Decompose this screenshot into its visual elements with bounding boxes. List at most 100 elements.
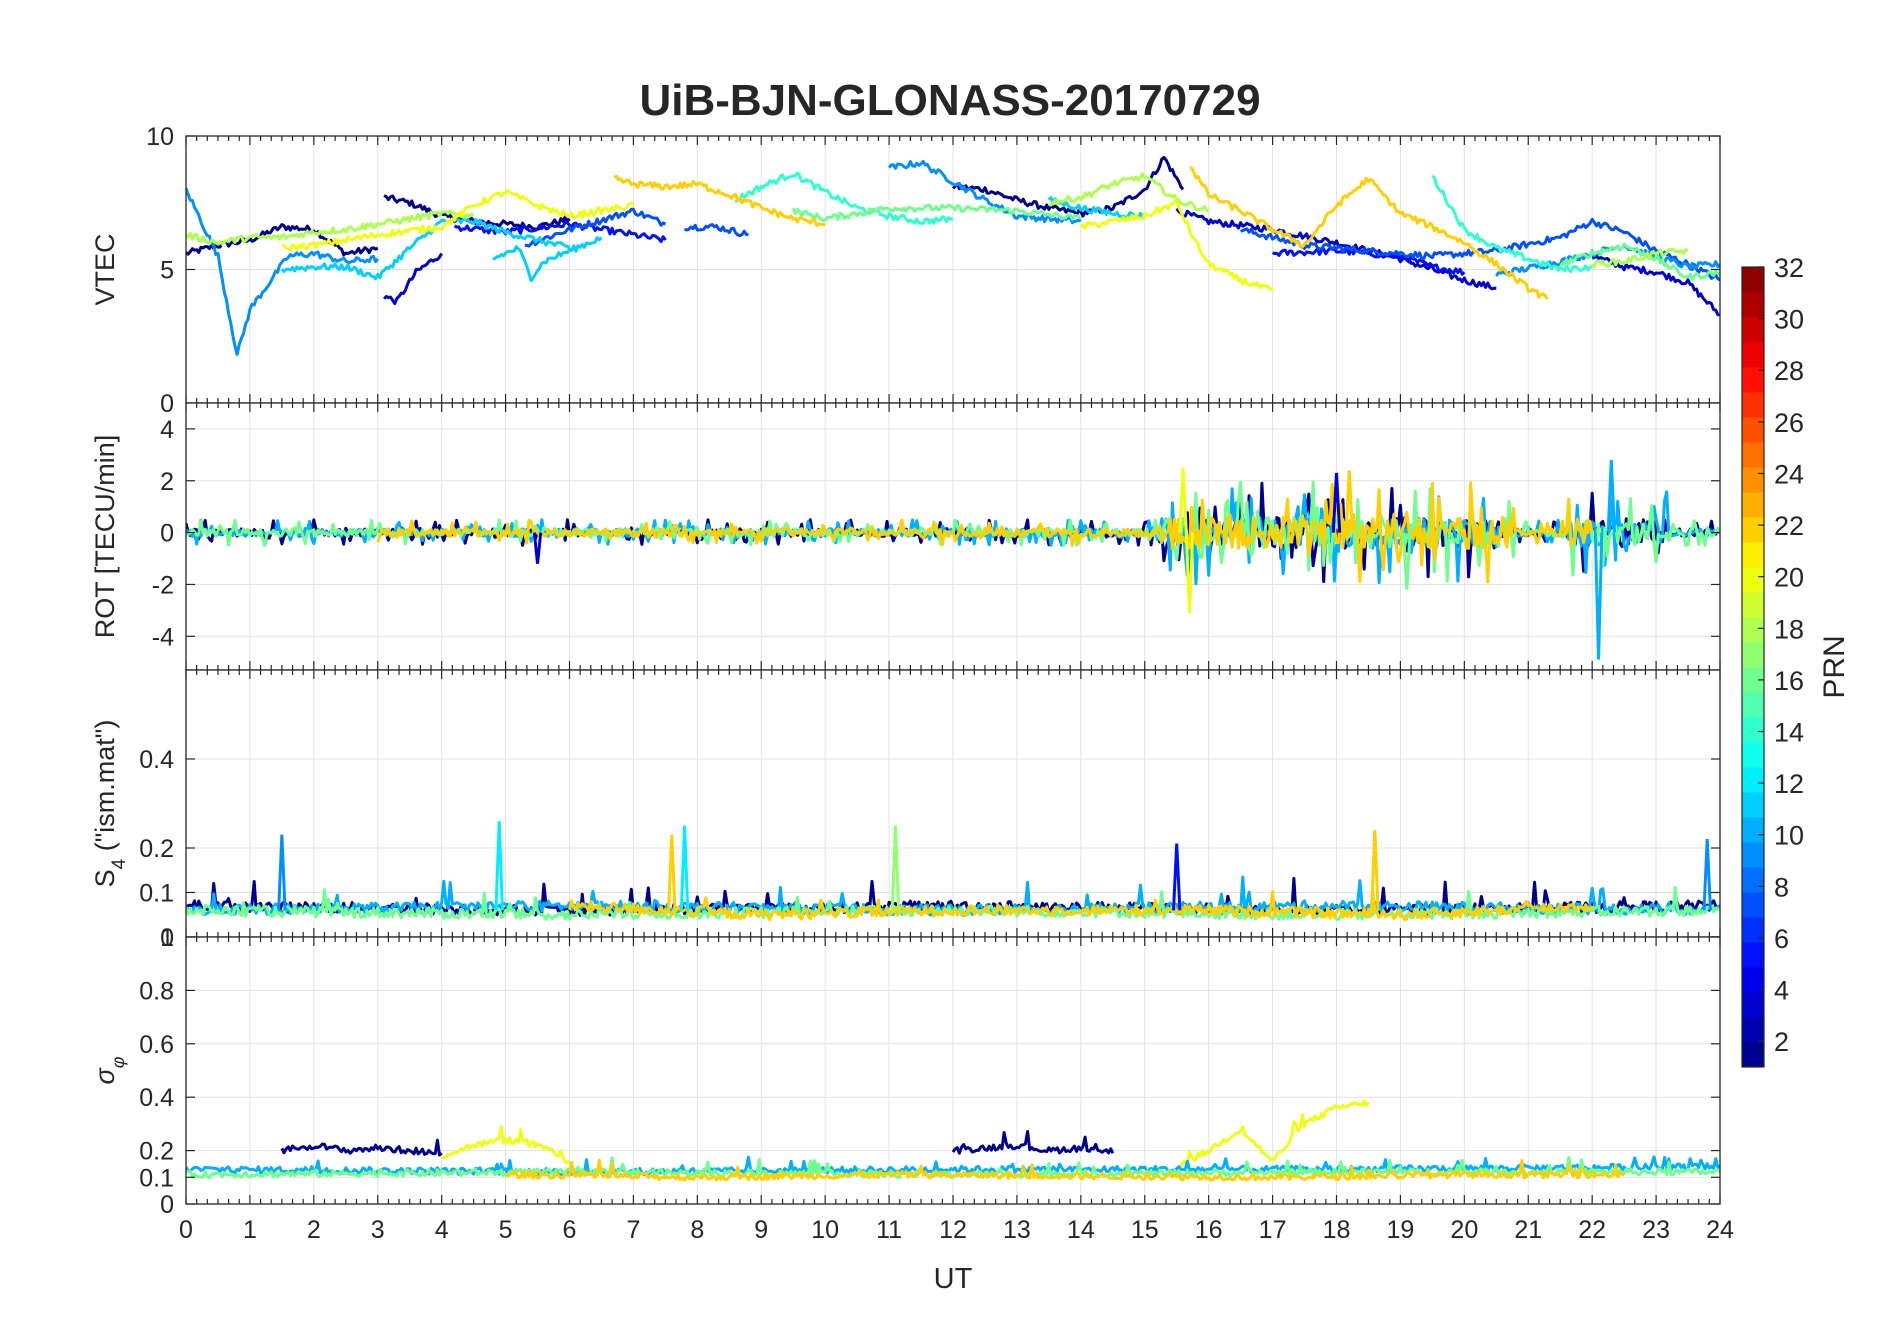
colorbar-tick-label: 2 <box>1774 1027 1789 1057</box>
colorbar-level <box>1742 1042 1764 1068</box>
y-tick-label: 0.4 <box>139 746 174 774</box>
x-ticks <box>185 403 1721 670</box>
series-line <box>280 1138 443 1157</box>
series-line <box>280 217 571 281</box>
colorbar-level <box>1742 767 1764 793</box>
x-tick-label: 14 <box>1067 1216 1095 1244</box>
colorbar-tick-label: 28 <box>1774 356 1804 386</box>
x-tick-label: 0 <box>179 1216 193 1244</box>
colorbar-level <box>1742 517 1764 543</box>
colorbar-tick-label: 6 <box>1774 924 1789 954</box>
series-line <box>1176 1099 1370 1169</box>
x-tick-label: 21 <box>1514 1216 1542 1244</box>
y-tick-label: -2 <box>152 571 174 599</box>
series-line <box>1048 172 1210 213</box>
x-tick-label: 4 <box>435 1216 449 1244</box>
colorbar-level <box>1742 642 1764 668</box>
x-tick-label: 6 <box>563 1216 577 1244</box>
series-line <box>684 223 749 238</box>
colorbar-level <box>1742 542 1764 568</box>
spike-mark <box>1344 470 1354 533</box>
series-line <box>1189 166 1549 300</box>
spike-mark <box>277 834 287 911</box>
panel-3: 0 0.1 0.2 0.4 S4 ("ism.mat") <box>90 669 1721 952</box>
colorbar-tick-label: 24 <box>1774 459 1804 489</box>
colorbar-level <box>1742 892 1764 918</box>
colorbar-level <box>1742 992 1764 1018</box>
y-tick-label: 0 <box>160 390 174 418</box>
y-tick-label: 0.2 <box>139 1138 174 1166</box>
y-tick-label: 0.1 <box>139 1164 174 1192</box>
colorbar-level <box>1742 592 1764 618</box>
grid <box>185 936 1721 1205</box>
series-line <box>504 1158 1625 1182</box>
x-tick-label: 11 <box>876 1216 902 1244</box>
y-axis-label: ROT [TECU/min] <box>90 435 120 639</box>
series-line <box>441 1125 571 1165</box>
x-tick-label: 16 <box>1195 1216 1223 1244</box>
colorbar-level <box>1742 392 1764 418</box>
y-tick-label: 10 <box>146 123 174 151</box>
colorbar-tick-label: 16 <box>1774 666 1804 696</box>
y-tick-label: 0 <box>160 520 174 548</box>
colorbar-level <box>1742 1017 1764 1043</box>
colorbar-tick-label: 8 <box>1774 872 1789 902</box>
colorbar-level <box>1742 817 1764 843</box>
spike-mark <box>890 825 901 911</box>
x-tick-label: 17 <box>1259 1216 1287 1244</box>
series-line <box>951 155 1185 218</box>
y-tick-label: 0 <box>160 1191 174 1219</box>
y-tick-label: 5 <box>160 257 174 285</box>
x-tick-label: 15 <box>1131 1216 1159 1244</box>
x-tick-label: 9 <box>754 1216 768 1244</box>
colorbar-level <box>1742 792 1764 818</box>
x-tick-label: 5 <box>499 1216 513 1244</box>
spike-mark <box>1184 532 1195 614</box>
series-line <box>376 481 1594 584</box>
colorbar-tick-label: 32 <box>1774 253 1804 283</box>
x-tick-label: 19 <box>1387 1216 1415 1244</box>
series-line <box>453 220 667 244</box>
colorbar-tick-label: 12 <box>1774 769 1804 799</box>
colorbar-level <box>1742 417 1764 443</box>
x-tick-label: 13 <box>1003 1216 1031 1244</box>
x-tick-label: 20 <box>1450 1216 1478 1244</box>
colorbar-level <box>1742 967 1764 993</box>
y-tick-label: 2 <box>160 468 174 496</box>
colorbar-tick-label: 20 <box>1774 563 1804 593</box>
colorbar-tick-label: 14 <box>1774 718 1804 748</box>
colorbar-level <box>1742 717 1764 743</box>
colorbar-level <box>1742 292 1764 318</box>
x-tick-label: 24 <box>1706 1216 1734 1244</box>
colorbar-level <box>1742 567 1764 593</box>
spike-mark <box>1370 830 1380 911</box>
colorbar-level <box>1742 917 1764 943</box>
series-line <box>186 209 475 246</box>
y-tick-label: 4 <box>160 416 174 444</box>
series-line <box>383 252 443 306</box>
spike-mark <box>667 834 677 911</box>
spike-mark <box>679 825 690 911</box>
colorbar-tick-label: 18 <box>1774 614 1804 644</box>
spike-mark <box>494 821 504 911</box>
series-group <box>186 1099 1720 1182</box>
x-tick-label: 23 <box>1642 1216 1670 1244</box>
x-tick-label: 22 <box>1578 1216 1606 1244</box>
colorbar-tick-label: 30 <box>1774 305 1804 335</box>
spike-mark <box>532 532 543 564</box>
chart-title: UiB-BJN-GLONASS-20170729 <box>639 76 1260 125</box>
series-line <box>1591 247 1689 269</box>
x-tick-label: 3 <box>371 1216 385 1244</box>
colorbar-level <box>1742 342 1764 368</box>
colorbar-level <box>1742 667 1764 693</box>
series-line <box>791 203 1082 223</box>
series-line <box>1047 196 1146 220</box>
colorbar-level <box>1742 492 1764 518</box>
y-axis-label: VTEC <box>90 233 120 305</box>
series-line <box>1079 199 1274 292</box>
y-tick-label: 0.2 <box>139 835 174 863</box>
colorbar-level <box>1742 742 1764 768</box>
